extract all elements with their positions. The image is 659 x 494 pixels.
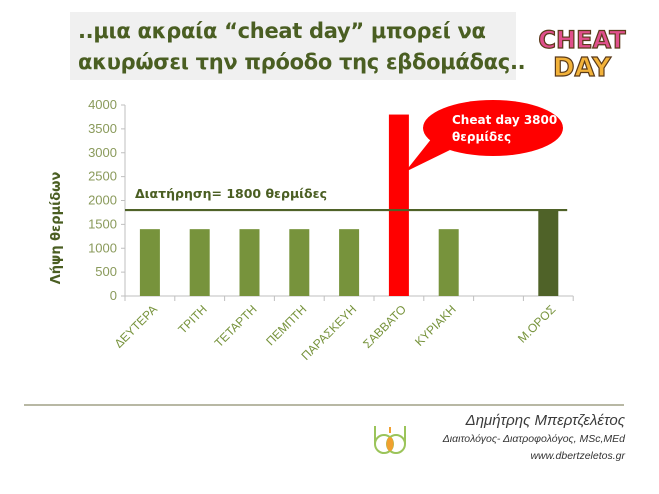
y-tick-label: 2500	[88, 169, 117, 184]
bar	[139, 229, 160, 296]
svg-text:CHEAT: CHEAT	[538, 26, 626, 54]
y-tick-label: 1000	[88, 240, 117, 255]
x-category-label: ΔΕΥΤΕΡΑ	[112, 302, 160, 350]
y-tick-label: 3500	[88, 121, 117, 136]
page-title: ..μια ακραία “cheat day” μπορεί να ακυρώ…	[78, 16, 526, 78]
bar	[538, 210, 559, 296]
x-category-label: ΣΑΒΒΑΤΟ	[360, 302, 409, 351]
cheat-day-logo-icon: CHEAT DAY	[538, 25, 627, 82]
brand-logo-icon	[374, 426, 406, 454]
author-role: Διαιτολόγος- Διατροφολόγος, MSc,MEd	[442, 433, 625, 445]
maintenance-label: Διατήρηση= 1800 θερμίδες	[135, 186, 327, 201]
callout-bubble	[423, 100, 563, 156]
callout-text-line-1: Cheat day 3800	[452, 113, 557, 127]
x-category-label: ΠΕΜΠΤΗ	[263, 302, 309, 348]
footer-divider	[24, 404, 624, 406]
y-tick-label: 3000	[88, 145, 117, 160]
author-name: Δημήτρης Μπερτζελέτος	[465, 412, 625, 429]
callout-text-line-2: θερμίδες	[452, 130, 511, 144]
bar	[339, 229, 360, 296]
x-category-label: ΚΥΡΙΑΚΗ	[412, 302, 459, 349]
title-line-2: ακυρώσει την πρόοδο της εβδομάδας..	[78, 50, 526, 74]
x-category-label: Μ.ΟΡΟΣ	[515, 302, 558, 345]
bar	[239, 229, 260, 296]
bar	[438, 229, 459, 296]
bar	[289, 229, 310, 296]
y-tick-label: 500	[95, 264, 117, 279]
y-tick-label: 4000	[88, 97, 117, 112]
title-banner	[70, 12, 516, 80]
title-line-1: ..μια ακραία “cheat day” μπορεί να	[78, 19, 486, 43]
y-axis-title: Λήψη θερμίδων	[49, 172, 64, 285]
y-tick-label: 1500	[88, 216, 117, 231]
x-category-label: ΤΡΙΤΗ	[175, 302, 209, 336]
bar-chart: 0 500 1000 1500 2000 2500 3000 3500 4000 ΔΕΥΤΕΡΑ Τ…	[49, 97, 574, 363]
bar	[388, 114, 409, 296]
bar	[189, 229, 210, 296]
callout-pointer	[405, 138, 450, 172]
x-category-label: ΤΕΤΑΡΤΗ	[212, 302, 260, 350]
svg-text:DAY: DAY	[553, 53, 612, 82]
y-tick-label: 2000	[88, 193, 117, 208]
y-tick-label: 0	[110, 288, 117, 303]
author-website[interactable]: www.dbertzeletos.gr	[530, 450, 625, 462]
